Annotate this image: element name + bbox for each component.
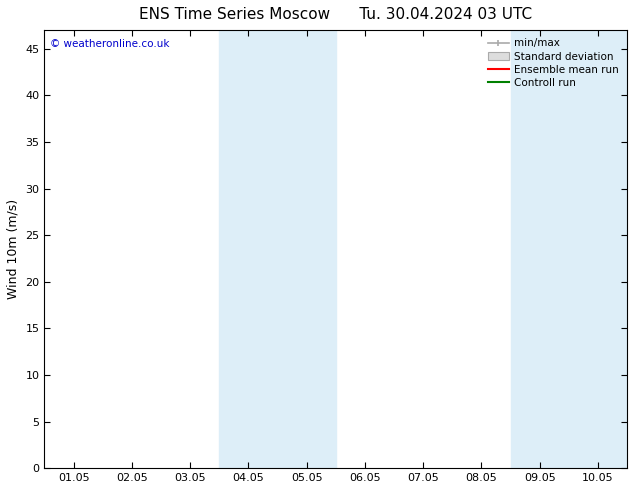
Bar (219, 30, 336, 468)
Y-axis label: Wind 10m (m/s): Wind 10m (m/s) (7, 199, 20, 299)
Title: ENS Time Series Moscow      Tu. 30.04.2024 03 UTC: ENS Time Series Moscow Tu. 30.04.2024 03… (139, 7, 533, 22)
Text: © weatheronline.co.uk: © weatheronline.co.uk (50, 39, 170, 49)
Legend: min/max, Standard deviation, Ensemble mean run, Controll run: min/max, Standard deviation, Ensemble me… (485, 35, 622, 91)
Bar (510, 30, 627, 468)
